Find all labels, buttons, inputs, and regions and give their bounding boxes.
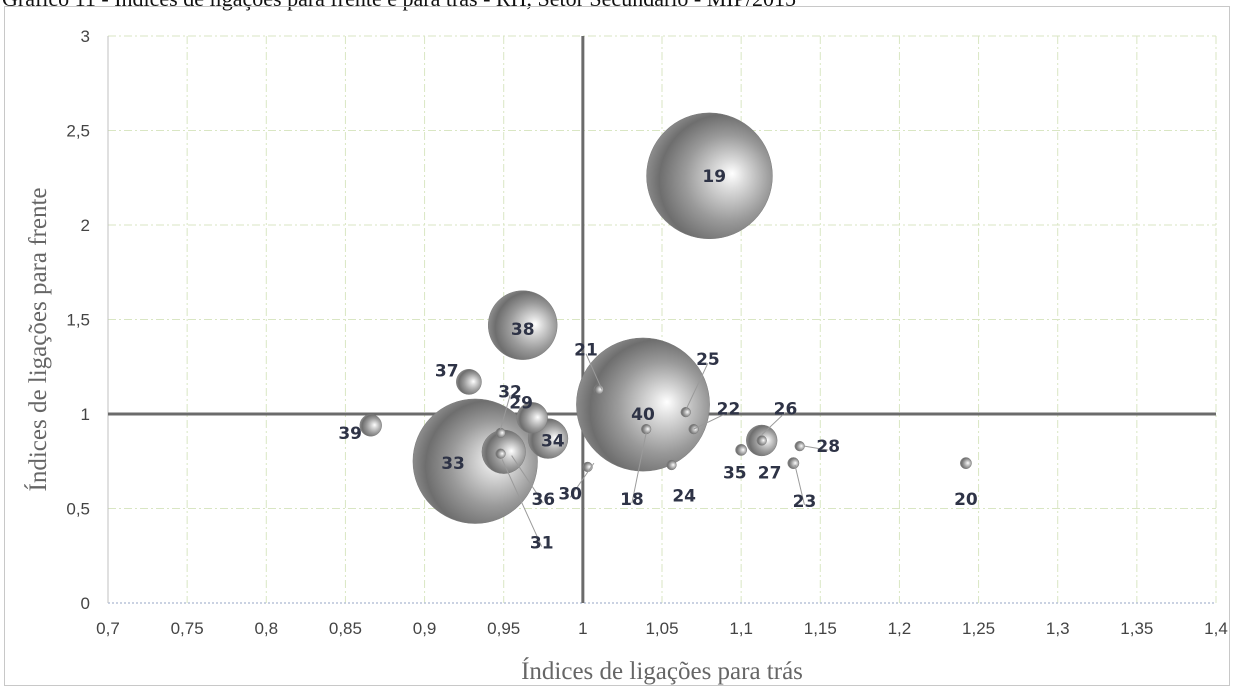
x-axis-title: Índices de ligações para trás bbox=[521, 657, 803, 685]
bubble-label-32: 32 bbox=[498, 382, 522, 402]
y-axis-title: Índices de ligações para frente bbox=[24, 187, 52, 491]
y-tick-label: 3 bbox=[81, 27, 90, 46]
x-tick-label: 1,3 bbox=[1046, 619, 1070, 638]
bubble-label-39: 39 bbox=[338, 424, 362, 444]
y-tick-label: 1 bbox=[81, 405, 90, 424]
bubbles bbox=[359, 112, 972, 524]
bubble-37 bbox=[456, 369, 482, 395]
x-tick-label: 0,7 bbox=[96, 619, 120, 638]
bubble-39 bbox=[359, 414, 382, 437]
bubble-label-29: 29 bbox=[509, 394, 533, 414]
leader-line-25 bbox=[685, 362, 709, 411]
bubble-23 bbox=[787, 457, 800, 470]
bubble-label-38: 38 bbox=[511, 320, 535, 340]
chart-frame bbox=[4, 6, 1230, 686]
x-tick-label: 0,95 bbox=[487, 619, 520, 638]
y-tick-label: 0,5 bbox=[66, 500, 90, 519]
bubble-21 bbox=[593, 384, 604, 395]
bubble-label-34: 34 bbox=[541, 431, 565, 451]
bubble-32 bbox=[495, 427, 506, 439]
bubble-label-20: 20 bbox=[954, 490, 978, 510]
leader-line-36 bbox=[511, 455, 544, 504]
x-tick-label: 1,2 bbox=[888, 619, 912, 638]
leader-line-23 bbox=[794, 464, 805, 506]
leader-line-18 bbox=[631, 432, 647, 504]
bubble-29 bbox=[516, 402, 548, 434]
bubble-38 bbox=[487, 290, 558, 360]
bubble-label-22: 22 bbox=[717, 399, 741, 419]
x-tick-label: 1,15 bbox=[804, 619, 837, 638]
leader-line-30 bbox=[569, 462, 595, 498]
leader-line-28 bbox=[804, 445, 829, 451]
bubble-18 bbox=[641, 423, 652, 435]
bubble-label-30: 30 bbox=[558, 484, 582, 504]
bubble-label-40: 40 bbox=[631, 405, 655, 425]
bubble-label-23: 23 bbox=[793, 492, 817, 512]
bubble-20 bbox=[960, 457, 972, 470]
y-tick-label: 1,5 bbox=[66, 311, 90, 330]
bubble-25 bbox=[680, 406, 691, 418]
leader-line-26 bbox=[761, 411, 786, 436]
bubble-27 bbox=[756, 435, 767, 446]
x-tick-label: 1 bbox=[578, 619, 587, 638]
bubble-label-33: 33 bbox=[441, 454, 465, 474]
y-tick-label: 0 bbox=[81, 594, 90, 613]
y-tick-label: 2,5 bbox=[66, 122, 90, 141]
bubble-label-18: 18 bbox=[620, 490, 644, 510]
leader-lines bbox=[500, 353, 829, 547]
x-tick-label: 0,9 bbox=[413, 619, 437, 638]
bubble-24 bbox=[666, 459, 677, 471]
bubble-40 bbox=[576, 337, 710, 472]
bubble-28 bbox=[794, 441, 805, 452]
axes: 0,7 0,75 0,8 0,85 0,9 0,95 1 1,05 1,1 1,15 1,2 1,25… bbox=[66, 27, 1227, 638]
bubble-label-28: 28 bbox=[816, 437, 840, 457]
x-tick-label: 1,35 bbox=[1120, 619, 1153, 638]
x-tick-label: 1,1 bbox=[729, 619, 753, 638]
x-tick-label: 1,25 bbox=[962, 619, 995, 638]
x-tick-label: 0,8 bbox=[254, 619, 278, 638]
bubble-label-36: 36 bbox=[531, 490, 555, 510]
chart-title: Gráfico 11 - Índices de ligações para fr… bbox=[0, 0, 1234, 12]
bubble-label-37: 37 bbox=[435, 362, 459, 382]
bubble-label-25: 25 bbox=[696, 350, 720, 370]
gridlines bbox=[108, 35, 1217, 603]
leader-line-21 bbox=[585, 353, 603, 390]
x-tick-label: 1,4 bbox=[1204, 619, 1228, 638]
x-tick-label: 0,75 bbox=[171, 619, 204, 638]
leader-line-32 bbox=[500, 395, 511, 430]
leader-line-22 bbox=[693, 411, 729, 430]
leader-line-31 bbox=[501, 459, 543, 547]
bubble-label-21: 21 bbox=[574, 341, 598, 361]
x-tick-label: 0,85 bbox=[329, 619, 362, 638]
bubble-35 bbox=[735, 444, 748, 456]
bubble-label-31: 31 bbox=[530, 534, 554, 554]
bubble-label-26: 26 bbox=[774, 399, 798, 419]
bubble-label-27: 27 bbox=[758, 464, 782, 484]
bubble-label-35: 35 bbox=[723, 464, 747, 484]
bubble-label-24: 24 bbox=[672, 486, 696, 506]
y-tick-label: 2 bbox=[81, 216, 90, 235]
x-tick-label: 1,05 bbox=[645, 619, 678, 638]
bubble-22 bbox=[688, 423, 699, 435]
bubble-19 bbox=[646, 112, 773, 240]
bubble-label-19: 19 bbox=[702, 167, 726, 187]
bubble-31 bbox=[495, 448, 506, 459]
